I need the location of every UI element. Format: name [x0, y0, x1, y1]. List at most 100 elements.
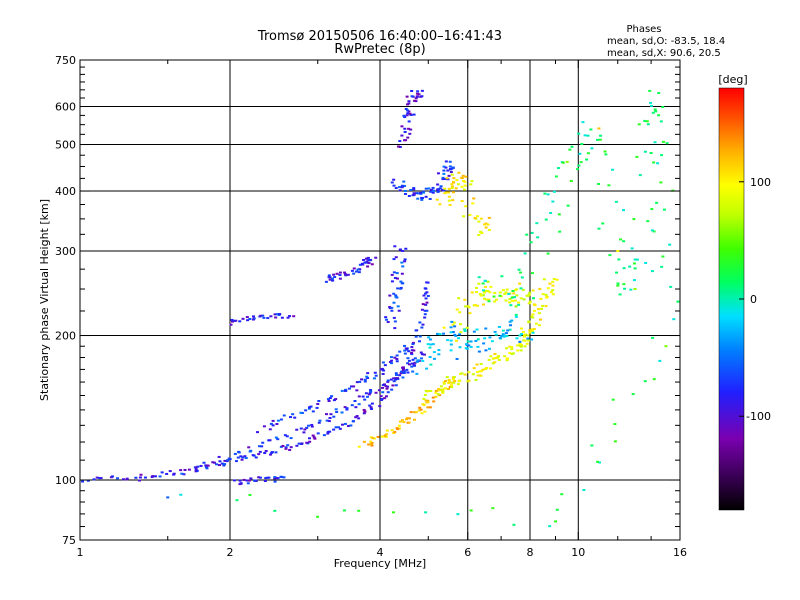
echo-point: [400, 272, 404, 275]
echo-point: [531, 289, 535, 292]
echo-point: [539, 318, 543, 321]
echo-point: [92, 478, 96, 481]
echo-point: [653, 141, 657, 144]
echo-point: [307, 424, 311, 427]
echo-point: [405, 418, 409, 421]
echo-point: [274, 316, 278, 319]
axes: 1 2 4 6 8 10 16 75 100 200 300 400 500 600 750: [55, 54, 687, 559]
echo-point: [449, 343, 453, 346]
echo-point: [444, 160, 448, 163]
echo-point: [598, 138, 602, 141]
echo-point: [382, 383, 386, 386]
echo-point: [357, 395, 361, 398]
echo-point: [556, 167, 560, 170]
echo-point: [554, 175, 558, 178]
echo-point: [388, 307, 392, 310]
echo-point: [328, 397, 332, 400]
echo-point: [274, 436, 278, 439]
echo-point: [393, 320, 397, 323]
echo-point: [495, 356, 499, 359]
echo-point: [586, 152, 590, 155]
echo-point: [289, 446, 293, 449]
echo-point: [437, 188, 441, 191]
echo-point: [434, 389, 438, 392]
echo-point: [451, 331, 455, 334]
echo-point: [352, 272, 356, 275]
echo-point: [412, 193, 416, 196]
echo-point: [438, 203, 442, 206]
echo-point: [394, 187, 398, 190]
echo-point: [395, 377, 399, 380]
echo-point: [635, 258, 639, 261]
echo-point: [244, 457, 248, 460]
echo-point: [449, 326, 453, 329]
echo-point: [508, 328, 512, 331]
echo-point: [424, 399, 428, 402]
echo-point: [393, 377, 397, 380]
echo-point: [316, 515, 320, 518]
echo-point: [487, 298, 491, 301]
echo-point: [465, 347, 469, 350]
echo-point: [267, 476, 271, 479]
echo-point: [401, 376, 405, 379]
echo-point: [374, 374, 378, 377]
echo-point: [403, 192, 407, 195]
echo-point: [282, 414, 286, 417]
echo-point: [326, 398, 330, 401]
echo-point: [415, 192, 419, 195]
echo-point: [397, 145, 401, 148]
echo-point: [273, 476, 277, 479]
echo-point: [390, 429, 394, 432]
echo-point: [338, 427, 342, 430]
echo-point: [409, 114, 413, 117]
echo-point: [555, 508, 559, 511]
echo-point: [205, 464, 209, 467]
echo-point: [449, 384, 453, 387]
echo-point: [472, 330, 476, 333]
echo-point: [551, 289, 555, 292]
echo-point: [179, 493, 183, 496]
echo-point: [410, 351, 414, 354]
echo-point: [408, 112, 412, 115]
echo-point: [505, 347, 509, 350]
echo-point: [257, 445, 261, 448]
echo-point: [270, 451, 274, 454]
echo-point: [398, 420, 402, 423]
echo-point: [431, 343, 435, 346]
echo-point: [509, 304, 513, 307]
echo-point: [524, 333, 528, 336]
echo-point: [235, 499, 239, 502]
echo-point: [468, 214, 472, 217]
echo-point: [428, 406, 432, 409]
echo-point: [425, 309, 429, 312]
echo-point: [278, 313, 282, 316]
echo-point: [417, 340, 421, 343]
echo-point: [447, 195, 451, 198]
echo-point: [644, 261, 648, 264]
echo-point: [358, 380, 362, 383]
echo-point: [281, 444, 285, 447]
echo-point: [436, 393, 440, 396]
echo-point: [474, 286, 478, 289]
echo-point: [398, 350, 402, 353]
echo-point: [352, 267, 356, 270]
echo-point: [273, 480, 277, 483]
echo-point: [542, 278, 546, 281]
echo-point: [487, 300, 491, 303]
echo-point: [623, 287, 627, 290]
echo-point: [397, 186, 401, 189]
echo-point: [338, 271, 342, 274]
echo-point: [487, 358, 491, 361]
echo-point: [633, 258, 637, 261]
echo-point: [401, 371, 405, 374]
echo-point: [392, 258, 396, 261]
echo-point: [460, 372, 464, 375]
echo-point: [410, 95, 414, 98]
echo-point: [424, 187, 428, 190]
echo-point: [421, 403, 425, 406]
x-tick-label: 8: [527, 546, 534, 559]
echo-point: [363, 410, 367, 413]
echo-point: [516, 344, 520, 347]
echo-point: [390, 306, 394, 309]
